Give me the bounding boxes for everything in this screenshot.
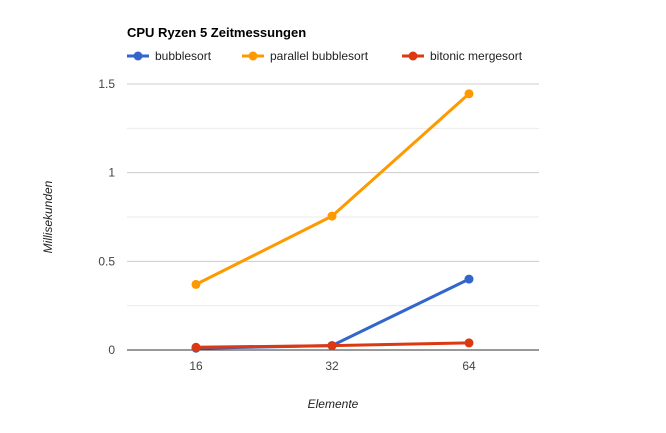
y-tick-label: 1.5 [98,77,115,91]
y-tick-label: 0.5 [98,254,115,268]
y-tick-label: 0 [108,343,115,357]
data-point [191,279,201,289]
legend-marker [248,51,258,61]
series-lines [191,89,474,353]
data-point [191,342,201,352]
x-tick-label: 64 [462,359,476,373]
legend: bubblesort parallel bubblesort bitonic mer… [127,49,523,63]
legend-marker [408,51,418,61]
data-point [327,211,337,221]
series-line [194,277,471,350]
series-line [194,92,471,286]
legend-label: bubblesort [155,49,212,63]
x-tick-label: 16 [189,359,203,373]
data-point [327,341,337,351]
x-tick-label: 32 [325,359,339,373]
y-axis-title: Millisekunden [41,180,55,253]
gridlines [127,83,539,307]
y-tick-label: 1 [108,166,115,180]
chart-title: CPU Ryzen 5 Zeitmessungen [127,25,306,40]
axes: 0 0.5 1 1.5 16 32 64 [98,77,539,373]
legend-marker [133,51,143,61]
data-point [464,274,474,284]
data-point [464,89,474,99]
data-point [464,338,474,348]
x-axis-title: Elemente [308,397,359,411]
legend-label: bitonic mergesort [430,49,523,63]
legend-label: parallel bubblesort [270,49,369,63]
